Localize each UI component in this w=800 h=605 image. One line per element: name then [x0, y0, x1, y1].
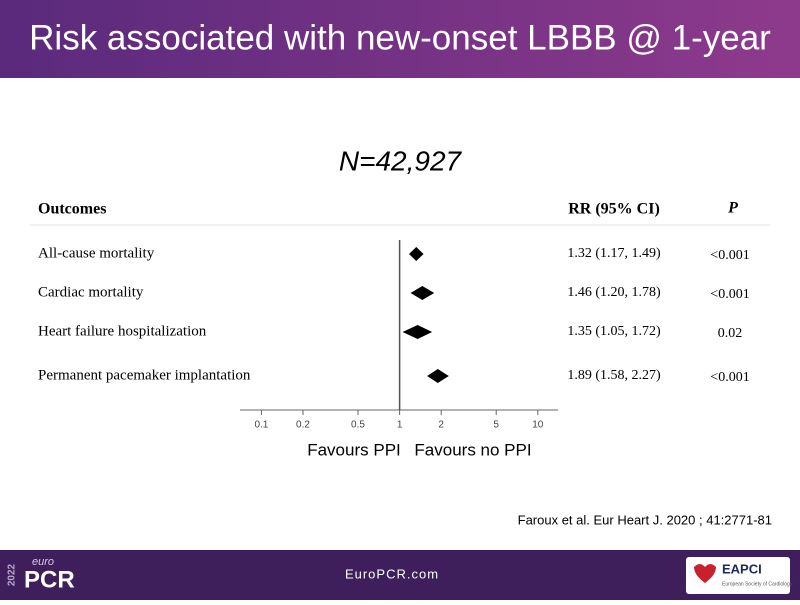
logo-heart	[694, 564, 716, 583]
column-header: RR (95% CI)	[568, 201, 660, 218]
p-value: 0.02	[718, 326, 743, 341]
logo: EAPCI	[722, 561, 762, 576]
x-tick-label: 0.5	[351, 420, 365, 431]
estimate-diamond	[402, 325, 433, 339]
footer-brand-small: euro	[32, 556, 54, 568]
footer-year: 2022	[7, 563, 18, 586]
footer-url: EuroPCR.com	[345, 566, 439, 581]
x-tick-label: 10	[532, 420, 544, 431]
x-tick-label: 5	[493, 420, 499, 431]
value-label: 1.89 (1.58, 2.27)	[567, 368, 661, 383]
outcome-label: All-cause mortality	[38, 245, 155, 261]
estimate-diamond	[409, 247, 424, 261]
p-value: <0.001	[710, 248, 749, 263]
estimate-diamond	[410, 286, 435, 300]
header-band	[0, 0, 800, 78]
slide-title: Risk associated with new-onset LBBB @ 1-…	[29, 18, 771, 57]
footer-brand: PCR	[24, 566, 75, 593]
column-header: Outcomes	[38, 201, 106, 218]
value-label: 1.46 (1.20, 1.78)	[567, 285, 661, 300]
estimate-diamond	[427, 369, 449, 383]
outcome-label: Permanent pacemaker implantation	[38, 367, 251, 383]
p-value: <0.001	[710, 287, 749, 302]
annotation: Favours PPI	[307, 440, 401, 459]
x-tick-label: 1	[397, 420, 403, 431]
logo-sub: European Society of Cardiology	[722, 581, 793, 587]
x-tick-label: 0.2	[296, 420, 310, 431]
column-header: P	[727, 200, 738, 217]
x-tick-label: 0.1	[254, 420, 268, 431]
value-label: 1.35 (1.05, 1.72)	[567, 324, 661, 339]
x-tick-label: 2	[438, 420, 444, 431]
p-value: <0.001	[710, 370, 749, 385]
outcome-label: Cardiac mortality	[38, 284, 144, 300]
chart-title: N=42,927	[339, 145, 463, 176]
value-label: 1.32 (1.17, 1.49)	[567, 246, 661, 261]
footer-band	[0, 550, 800, 600]
annotation: Favours no PPI	[414, 440, 531, 459]
citation: Faroux et al. Eur Heart J. 2020 ; 41:277…	[518, 512, 772, 527]
outcome-label: Heart failure hospitalization	[38, 323, 207, 339]
